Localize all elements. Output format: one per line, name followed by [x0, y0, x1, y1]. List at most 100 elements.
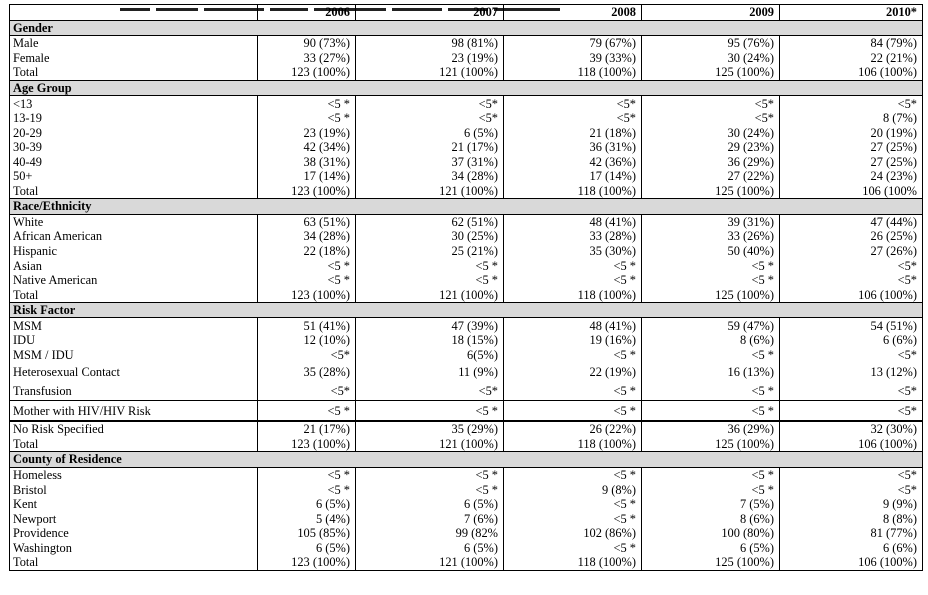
table-row: No Risk Specified 21 (17%) 35 (29%) 26 (22%…: [9, 421, 923, 437]
cell-2008: 39 (33%): [503, 50, 642, 66]
row-label: Newport: [9, 511, 258, 526]
header-year-2008: 2008: [503, 4, 642, 21]
cell-2007: <5 *: [355, 400, 504, 423]
cell-2009: 125 (100%): [641, 436, 780, 452]
cell-2007: <5*: [355, 95, 504, 111]
row-label: White: [9, 214, 258, 230]
cell-2009: 27 (22%): [641, 169, 780, 184]
section-fill-cell: [641, 19, 780, 37]
cell-2009: 36 (29%): [641, 421, 780, 437]
table-row: Asian <5 * <5 * <5 * <5 * <5*: [9, 258, 923, 273]
header-year-2009: 2009: [641, 4, 780, 21]
row-label: Kent: [9, 496, 258, 512]
header-year-2010: 2010*: [779, 4, 923, 21]
table-row: Bristol <5 * <5 * 9 (8%) <5 * <5*: [9, 482, 923, 497]
cell-2006: 123 (100%): [257, 287, 356, 303]
section-fill-cell: [779, 301, 923, 319]
cell-2006: 6 (5%): [257, 496, 356, 512]
row-label: Providence: [9, 525, 258, 541]
row-label: Total: [9, 287, 258, 303]
cell-2008: 42 (36%): [503, 154, 642, 170]
section-fill-cell: [503, 79, 642, 97]
cell-2009: <5 *: [641, 400, 780, 423]
section-fill-cell: [355, 451, 504, 468]
cell-2008: 35 (30%): [503, 243, 642, 259]
table-row: Total 123 (100%) 121 (100%) 118 (100%) 125 (…: [9, 183, 923, 199]
section-title: County of Residence: [9, 451, 258, 468]
cell-2008: <5 *: [503, 511, 642, 526]
table-row: <13 <5 * <5* <5* <5* <5*: [9, 95, 923, 111]
cell-2006: 22 (18%): [257, 243, 356, 259]
section-fill-cell: [257, 79, 356, 97]
cell-2006: 23 (19%): [257, 125, 356, 140]
cell-2006: 51 (41%): [257, 317, 356, 334]
cell-2006: <5 *: [257, 482, 356, 497]
table-row: Washington 6 (5%) 6 (5%) <5 * 6 (5%) 6 (6%): [9, 540, 923, 556]
cell-2007: 99 (82%: [355, 525, 504, 541]
section-fill-cell: [257, 198, 356, 215]
section-fill-cell: [257, 19, 356, 37]
cell-2009: 59 (47%): [641, 317, 780, 334]
cell-2006: <5 *: [257, 95, 356, 111]
row-label: Total: [9, 555, 258, 571]
section-title: Race/Ethnicity: [9, 198, 258, 215]
table-row: Transfusion <5* <5* <5 * <5 * <5*: [9, 381, 923, 402]
row-label: 40-49: [9, 154, 258, 170]
cell-2007: 11 (9%): [355, 362, 504, 382]
row-label: Total: [9, 436, 258, 452]
cell-2010: 81 (77%): [779, 525, 923, 541]
cell-2006: <5 *: [257, 258, 356, 273]
cell-2009: 7 (5%): [641, 496, 780, 512]
row-label: 20-29: [9, 125, 258, 140]
cell-2007: 34 (28%): [355, 169, 504, 184]
row-label: Male: [9, 35, 258, 51]
row-label: Total: [9, 65, 258, 81]
row-label: Bristol: [9, 482, 258, 497]
cell-2007: 47 (39%): [355, 317, 504, 334]
header-year-2007: 2007: [355, 4, 504, 21]
cell-2010: <5*: [779, 482, 923, 497]
section-fill-cell: [503, 198, 642, 215]
cell-2008: <5 *: [503, 381, 642, 402]
row-label: <13: [9, 95, 258, 111]
cell-2007: 121 (100%): [355, 65, 504, 81]
cell-2009: 95 (76%): [641, 35, 780, 51]
cell-2008: 102 (86%): [503, 525, 642, 541]
section-title: Gender: [9, 19, 258, 37]
cell-2008: 21 (18%): [503, 125, 642, 140]
table-row: 40-49 38 (31%) 37 (31%) 42 (36%) 36 (29%) 27 …: [9, 154, 923, 170]
table-row: IDU 12 (10%) 18 (15%) 19 (16%) 8 (6%) 6 (6%): [9, 333, 923, 348]
cell-2009: 16 (13%): [641, 362, 780, 382]
cell-2007: 21 (17%): [355, 139, 504, 155]
cell-2009: 39 (31%): [641, 214, 780, 230]
cell-2008: 17 (14%): [503, 169, 642, 184]
table-row: Total 123 (100%) 121 (100%) 118 (100%) 125 (…: [9, 65, 923, 81]
section-title: Risk Factor: [9, 301, 258, 319]
cell-2009: <5*: [641, 95, 780, 111]
section-header-age-group: Age Group: [9, 79, 923, 97]
cell-2009: 8 (6%): [641, 333, 780, 348]
cell-2010: 106 (100%): [779, 287, 923, 303]
table-row: African American 34 (28%) 30 (25%) 33 (28%)…: [9, 229, 923, 244]
cell-2008: 26 (22%): [503, 421, 642, 437]
cell-2010: 8 (8%): [779, 511, 923, 526]
cell-2007: 23 (19%): [355, 50, 504, 66]
hiv-case-statistics-table: 2006 2007 2008 2009 2010* Gender Male 90 (…: [9, 4, 923, 571]
row-label: Female: [9, 50, 258, 66]
row-label: Native American: [9, 272, 258, 288]
cell-2006: 6 (5%): [257, 540, 356, 556]
header-year-2006: 2006: [257, 4, 356, 21]
table-row: Total 123 (100%) 121 (100%) 118 (100%) 125 (…: [9, 436, 923, 452]
cell-2010: <5*: [779, 258, 923, 273]
cell-2008: <5 *: [503, 272, 642, 288]
cell-2010: <5*: [779, 400, 923, 423]
cropped-heading-fragment: [120, 0, 590, 11]
cell-2009: 29 (23%): [641, 139, 780, 155]
cell-2006: 90 (73%): [257, 35, 356, 51]
cell-2010: 9 (9%): [779, 496, 923, 512]
cell-2009: 50 (40%): [641, 243, 780, 259]
cell-2007: <5 *: [355, 258, 504, 273]
cell-2007: 121 (100%): [355, 555, 504, 571]
cell-2007: 62 (51%): [355, 214, 504, 230]
cell-2010: <5*: [779, 272, 923, 288]
